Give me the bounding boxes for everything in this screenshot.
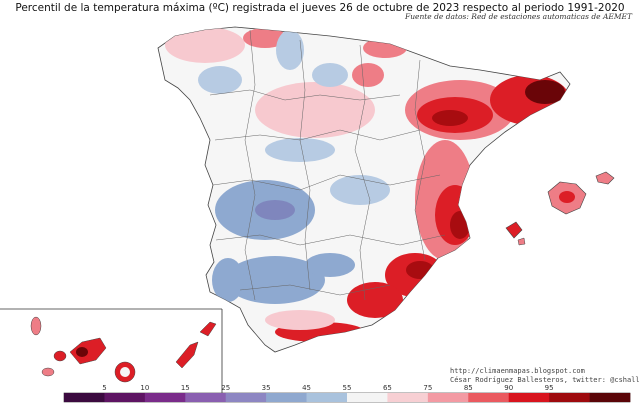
warm-area-south-coast — [265, 310, 335, 330]
extreme-area-murcia — [406, 261, 434, 279]
legend-tick-label: 45 — [302, 384, 312, 392]
cool-area-mancha — [330, 175, 390, 205]
legend-bin — [185, 393, 227, 402]
cool-area-jaen — [305, 253, 355, 277]
data-source: Fuente de datos: Red de estaciones autom… — [404, 12, 632, 21]
el-hierro — [41, 367, 55, 377]
cool-area-andalucia — [225, 256, 325, 304]
warm-area-navarra — [352, 63, 384, 87]
tenerife — [69, 337, 107, 365]
legend-bin — [387, 393, 429, 402]
fuerteventura — [175, 341, 199, 369]
legend-tick-label: 15 — [180, 384, 190, 392]
hot-area-granada — [347, 282, 403, 318]
mallorca-core — [559, 191, 575, 203]
credit-author: César Rodríguez Ballesteros, twitter: @c… — [450, 376, 640, 384]
la-palma — [30, 316, 42, 336]
cool-area-leon — [276, 30, 304, 70]
legend-bin — [104, 393, 146, 402]
legend-bin — [225, 393, 267, 402]
ibiza — [505, 221, 523, 239]
legend-tick-label: 65 — [382, 384, 392, 392]
la-gomera — [53, 350, 67, 362]
tenerife-core — [76, 347, 88, 357]
credit-url: http://climaenmapas.blogspot.com — [450, 367, 585, 375]
peninsula — [157, 26, 571, 353]
regional-borders — [209, 29, 446, 301]
legend-bin — [266, 393, 307, 402]
legend-tick-label: 5 — [102, 384, 107, 392]
legend-tick-label: 55 — [342, 384, 352, 392]
cool-area-galicia — [198, 66, 242, 94]
balearic-islands — [505, 171, 615, 246]
menorca — [595, 171, 615, 185]
legend-tick-label: 35 — [261, 384, 271, 392]
warm-area-galicia-north — [165, 27, 245, 63]
legend-bin — [306, 393, 348, 402]
cool-area-burgos — [312, 63, 348, 87]
legend-bin — [347, 393, 388, 402]
legend-bins — [64, 393, 631, 402]
formentera — [517, 237, 526, 246]
legend-bin — [589, 393, 631, 402]
cool-area-gredos — [265, 138, 335, 162]
cool-area-extremadura-core — [255, 200, 295, 220]
legend-bin — [144, 393, 186, 402]
gran-canaria-core — [120, 367, 130, 377]
legend-bin — [64, 393, 105, 402]
legend-tick-label: 90 — [504, 384, 514, 392]
legend-tick-label: 75 — [423, 384, 433, 392]
legend-tick-label: 85 — [463, 384, 473, 392]
lanzarote — [199, 321, 217, 337]
warm-area-center-north — [255, 82, 375, 138]
legend — [63, 392, 631, 403]
extreme-area-ebro — [432, 110, 468, 126]
legend-bin — [427, 393, 469, 402]
legend-bin — [508, 393, 550, 402]
legend-bin — [549, 393, 590, 402]
legend-bin — [468, 393, 510, 402]
canary-inset — [0, 308, 223, 395]
cool-area-huelva — [212, 258, 244, 302]
legend-tick-label: 95 — [544, 384, 554, 392]
map-title: Percentil de la temperatura máxima (ºC) … — [15, 2, 625, 14]
legend-tick-label: 25 — [221, 384, 231, 392]
extreme-area-catalonia — [525, 80, 565, 104]
legend-tick-label: 10 — [140, 384, 150, 392]
percentile-shading — [165, 27, 570, 342]
warm-area-cantabria — [243, 28, 287, 48]
